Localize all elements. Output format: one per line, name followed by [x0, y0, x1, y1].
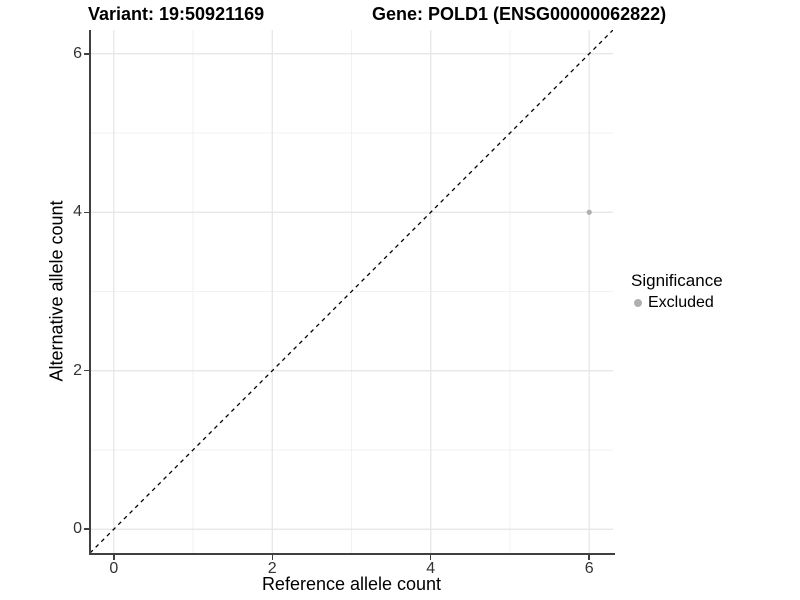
legend-entries: Excluded: [631, 294, 723, 312]
x-tick-mark: [429, 555, 432, 560]
y-axis-line: [89, 30, 91, 555]
legend: Significance Excluded: [631, 271, 723, 312]
y-tick-label: 6: [73, 44, 82, 62]
x-tick-label: 2: [267, 560, 277, 577]
y-tick-mark: [84, 528, 89, 530]
legend-point-icon: [634, 299, 642, 307]
legend-entry: Excluded: [631, 294, 723, 312]
x-tick-mark: [113, 555, 115, 560]
plot-title-variant: Variant: 19:50921169: [88, 4, 265, 24]
identity-dashed-line: [89, 29, 614, 554]
y-tick-mark: [84, 369, 89, 372]
x-axis-line: [89, 553, 615, 555]
y-tick-mark: [84, 211, 89, 213]
y-tick-label: 2: [73, 361, 82, 379]
y-tick-label: 0: [73, 520, 82, 538]
y-tick-mark: [84, 53, 89, 55]
x-axis-label: Reference allele count: [261, 574, 442, 594]
y-axis-label: Alternative allele count: [46, 200, 67, 382]
x-tick-label: 0: [109, 560, 119, 577]
y-tick-label: 4: [73, 203, 82, 221]
x-tick-mark: [588, 555, 590, 560]
legend-entry-label: Excluded: [648, 294, 714, 311]
x-tick-mark: [271, 555, 273, 560]
plot-panel: [89, 29, 614, 554]
x-tick-label: 4: [426, 560, 436, 577]
legend-title: Significance: [631, 271, 723, 290]
plot-title-gene: Gene: POLD1 (ENSG00000062822): [372, 4, 667, 24]
plot-canvas: [89, 29, 614, 554]
x-tick-label: 6: [584, 560, 594, 577]
data-point: [586, 209, 592, 215]
